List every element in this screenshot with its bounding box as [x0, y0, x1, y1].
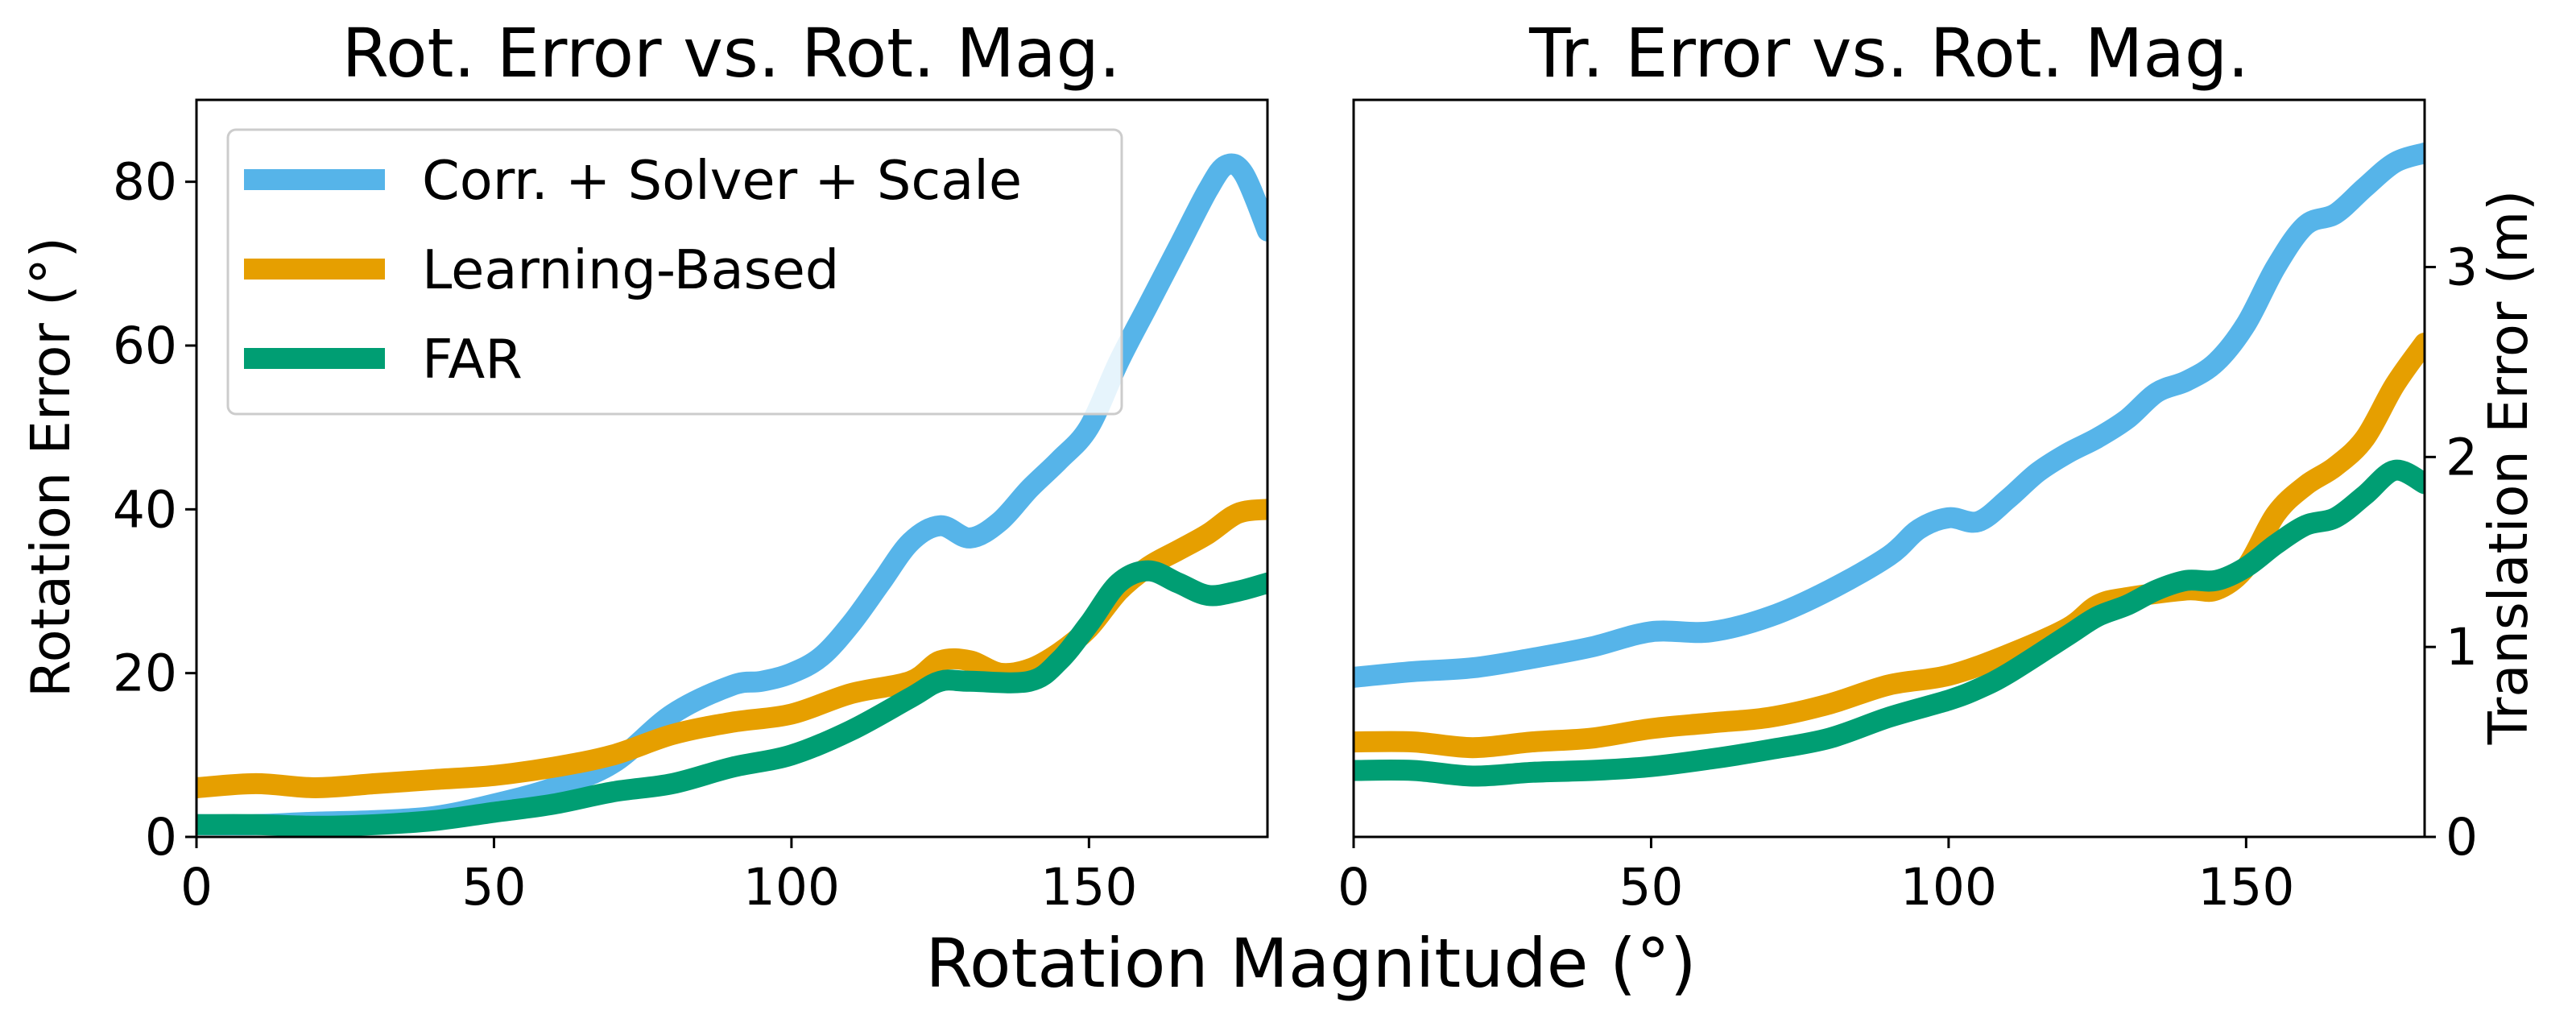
left-plot-frame — [195, 98, 1269, 839]
y-tick-label: 60 — [113, 317, 177, 375]
y-tick-label: 1 — [2446, 618, 2478, 677]
right-series-line-corr-solver-scale — [1354, 143, 2425, 688]
x-tick-label: 50 — [1619, 858, 1683, 917]
right-series-line-learning-based — [1354, 332, 2425, 759]
left-tick-group: 0 50 100 150 0 20 40 60 80 — [113, 153, 1138, 917]
right-series-line-far — [1354, 459, 2425, 787]
shared-x-axis-label: Rotation Magnitude (°) — [925, 924, 1696, 1003]
x-tick-label: 0 — [180, 858, 213, 917]
x-tick-label: 100 — [1900, 858, 1997, 917]
x-tick-label: 0 — [1338, 858, 1370, 917]
legend-box — [226, 128, 1123, 416]
x-tick-label: 150 — [1040, 858, 1137, 917]
y-tick-label: 20 — [113, 644, 177, 703]
x-tick-label: 150 — [2198, 858, 2294, 917]
legend-label: Learning-Based — [422, 238, 839, 301]
x-tick-label: 50 — [461, 858, 526, 917]
left-chart-title: Rot. Error vs. Rot. Mag. — [342, 14, 1121, 93]
legend-label: FAR — [422, 328, 523, 391]
y-tick-label: 80 — [113, 153, 177, 212]
left-series-line-far — [196, 560, 1267, 837]
x-tick-label: 100 — [743, 858, 840, 917]
y-tick-label: 40 — [113, 480, 177, 539]
translation-error-panel: Tr. Error vs. Rot. Mag. 0 50 100 150 0 1 2 3 Tr… — [1338, 14, 2540, 917]
y-tick-label: 3 — [2446, 238, 2478, 297]
right-chart-title: Tr. Error vs. Rot. Mag. — [1528, 14, 2249, 93]
left-series-group — [196, 153, 1267, 837]
rotation-error-panel: Rot. Error vs. Rot. Mag. 0 50 100 150 0 20 40 6… — [19, 14, 1269, 917]
right-plot-frame — [1352, 98, 2426, 839]
legend: Corr. + Solver + Scale Learning-Based FAR — [226, 128, 1123, 416]
legend-label: Corr. + Solver + Scale — [422, 149, 1022, 212]
left-y-axis-label: Rotation Error (°) — [19, 237, 82, 698]
y-tick-label: 0 — [2446, 808, 2478, 867]
right-y-axis-label: Translation Error (m) — [2477, 190, 2540, 746]
y-tick-label: 0 — [145, 808, 177, 867]
right-series-group — [1354, 143, 2425, 787]
right-tick-group: 0 50 100 150 0 1 2 3 — [1338, 238, 2478, 917]
y-tick-label: 2 — [2446, 428, 2478, 487]
